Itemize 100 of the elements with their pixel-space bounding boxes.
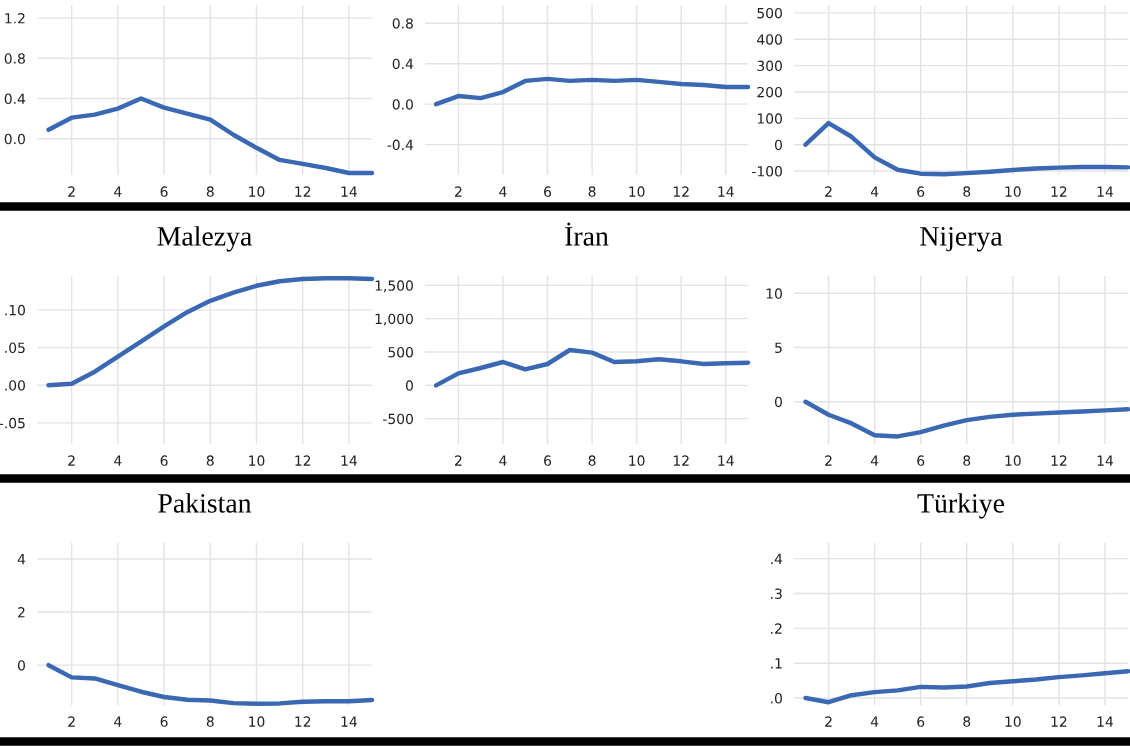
x-tick-label: 8 [963, 455, 971, 466]
x-tick-label: 14 [718, 186, 734, 197]
y-tick-label: 0.4 [4, 93, 26, 105]
x-tick-label: 10 [1005, 455, 1021, 466]
y-tick-label: 100 [757, 113, 782, 124]
y-tick-label: .10 [5, 304, 25, 316]
x-tick-label: 6 [160, 716, 168, 727]
y-tick-label: 1.2 [5, 13, 25, 24]
x-tick-label: 12 [673, 186, 689, 197]
x-tick-label: 4 [499, 186, 507, 197]
x-tick-label: 6 [544, 455, 552, 466]
y-tick-label: 1,500 [375, 280, 413, 293]
x-tick-label: 2 [825, 455, 832, 466]
y-tick-label: -100 [752, 166, 782, 177]
y-tick-label: 200 [757, 86, 782, 98]
x-tick-label: 4 [870, 716, 879, 727]
y-tick-label: .00 [5, 380, 25, 391]
x-tick-label: 2 [68, 455, 75, 466]
x-tick-label: 14 [341, 716, 357, 727]
chart-title: Nijerya [920, 227, 1003, 252]
y-tick-label: -0.4 [387, 139, 414, 151]
x-tick-label: 6 [160, 186, 168, 197]
y-tick-label: 400 [757, 34, 782, 45]
chart-title: Pakistan [158, 493, 252, 513]
x-tick-label: 4 [870, 455, 879, 466]
y-tick-label: .05 [5, 342, 25, 354]
x-tick-label: 14 [1097, 455, 1114, 466]
y-tick-label: 0 [774, 396, 782, 408]
x-tick-label: 6 [917, 455, 925, 466]
x-tick-label: 10 [629, 186, 645, 197]
x-tick-label: 14 [718, 455, 734, 466]
y-tick-label: 1,000 [375, 313, 413, 326]
line-series [433, 347, 751, 388]
x-tick-label: 12 [673, 455, 689, 466]
y-tick-label: -.05 [0, 417, 25, 429]
x-tick-label: 14 [1097, 716, 1114, 727]
y-tick-label: 5 [775, 342, 782, 354]
y-tick-label: 0 [774, 139, 782, 151]
line-series [803, 668, 1130, 705]
x-tick-label: 12 [295, 186, 311, 197]
x-tick-label: 10 [249, 186, 265, 197]
x-tick-label: 2 [825, 716, 832, 727]
x-tick-label: 6 [544, 186, 552, 197]
y-tick-label: -500 [383, 413, 413, 425]
x-tick-label: 8 [206, 716, 214, 727]
chart-title: Malezya [157, 226, 252, 252]
x-tick-label: 6 [917, 186, 925, 197]
x-tick-label: 10 [249, 716, 265, 727]
x-tick-label: 2 [825, 186, 832, 197]
x-tick-label: 14 [341, 186, 357, 197]
x-tick-label: 2 [455, 455, 462, 466]
y-tick-label: 0.8 [4, 53, 25, 64]
y-tick-label: 500 [388, 346, 413, 358]
line-series [46, 662, 375, 706]
x-tick-label: 4 [114, 186, 122, 197]
y-tick-label: .2 [771, 623, 782, 634]
y-tick-label: 500 [757, 7, 782, 19]
y-tick-label: 0 [405, 380, 413, 391]
x-tick-label: 10 [629, 455, 645, 466]
x-tick-label: 4 [114, 455, 122, 466]
y-tick-label: .4 [771, 553, 783, 564]
y-tick-label: 0 [17, 660, 25, 671]
x-tick-label: 10 [1005, 186, 1021, 197]
chart-title: Türkiye [917, 493, 1004, 519]
x-tick-label: 8 [963, 716, 971, 727]
y-tick-label: .0 [771, 693, 782, 704]
x-tick-label: 8 [206, 455, 214, 466]
y-tick-label: 0.0 [4, 133, 25, 145]
y-tick-label: 0.0 [392, 99, 413, 110]
x-tick-label: 8 [206, 186, 214, 197]
x-tick-label: 12 [1051, 186, 1067, 197]
y-tick-label: 2 [18, 607, 25, 618]
x-tick-label: 12 [295, 716, 311, 727]
line-series [46, 96, 375, 176]
x-tick-label: 2 [455, 186, 462, 197]
y-tick-label: 4 [17, 554, 26, 565]
x-tick-label: 12 [1051, 455, 1067, 466]
y-tick-label: 0.4 [392, 58, 414, 70]
x-tick-label: 2 [68, 186, 75, 197]
x-tick-label: 8 [588, 186, 596, 197]
x-tick-label: 14 [1097, 186, 1114, 197]
y-tick-label: .3 [771, 588, 782, 599]
line-series [433, 76, 751, 107]
x-tick-label: 12 [1051, 716, 1067, 727]
y-tick-label: 10 [766, 288, 782, 299]
x-tick-label: 2 [68, 716, 75, 727]
x-tick-label: 14 [341, 455, 357, 466]
line-series [803, 120, 1130, 177]
line-series [803, 399, 1130, 439]
x-tick-label: 4 [114, 716, 122, 727]
y-tick-label: .1 [771, 658, 782, 669]
x-tick-label: 4 [870, 186, 879, 197]
line-series [46, 276, 375, 388]
x-tick-label: 6 [917, 716, 925, 727]
chart-title: İran [565, 222, 609, 246]
x-tick-label: 10 [1005, 716, 1021, 727]
x-tick-label: 10 [249, 455, 265, 466]
x-tick-label: 4 [499, 455, 507, 466]
y-tick-label: 300 [757, 60, 782, 72]
y-tick-label: 0.8 [392, 18, 413, 29]
